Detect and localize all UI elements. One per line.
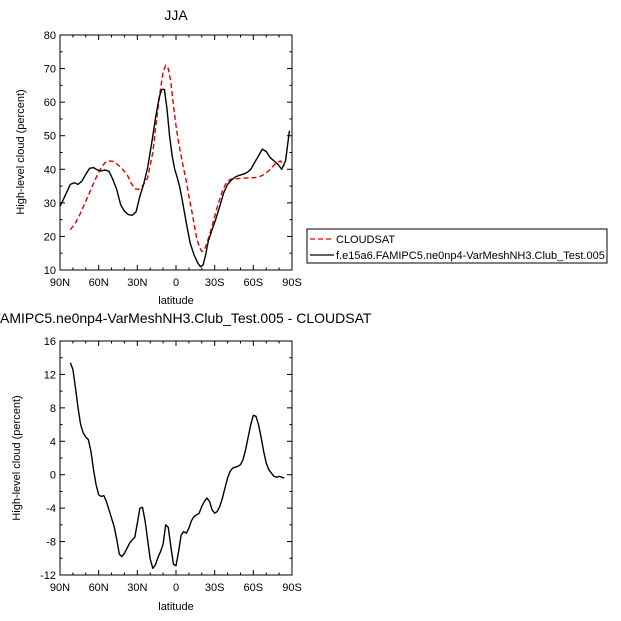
top-plot-frame bbox=[59, 34, 293, 271]
y-tick-label: -12 bbox=[40, 570, 56, 582]
x-tick-label: 90S bbox=[282, 582, 302, 594]
y-tick-label: 8 bbox=[50, 403, 56, 415]
x-tick-label: 90N bbox=[50, 582, 70, 594]
bottom-x-ticks: 90N 60N 30N 0 30S 60S 90S bbox=[50, 341, 302, 594]
x-tick-label: 0 bbox=[173, 582, 179, 594]
top-y-axis-label: High-level cloud (percent) bbox=[15, 89, 27, 214]
x-tick-label: 90S bbox=[282, 277, 302, 289]
x-tick-label: 0 bbox=[173, 277, 179, 289]
y-tick-label: 10 bbox=[44, 265, 56, 277]
y-tick-label: -4 bbox=[46, 503, 56, 515]
y-tick-label: 70 bbox=[44, 64, 56, 76]
y-tick-label: 60 bbox=[44, 97, 56, 109]
x-tick-label: 30N bbox=[127, 582, 147, 594]
series-line-1 bbox=[59, 88, 291, 268]
bottom-chart-title: 6.FAMIPC5.ne0np4-VarMeshNH3.Club_Test.00… bbox=[0, 310, 372, 326]
series-line-0 bbox=[69, 362, 285, 570]
bottom-y-axis-label: High-level cloud (percent) bbox=[11, 395, 23, 520]
legend-label-model: f.e15a6.FAMIPC5.ne0np4-VarMeshNH3.Club_T… bbox=[336, 250, 605, 262]
y-tick-label: 0 bbox=[50, 470, 56, 482]
y-tick-label: 4 bbox=[50, 436, 56, 448]
y-tick-label: 16 bbox=[44, 336, 56, 348]
x-tick-label: 90N bbox=[50, 277, 70, 289]
top-y-ticks: 10 20 30 40 50 60 70 80 bbox=[44, 30, 292, 277]
bottom-y-ticks: -12 -8 -4 0 4 8 12 16 bbox=[40, 336, 292, 582]
x-tick-label: 60S bbox=[244, 582, 264, 594]
top-chart-title: JJA bbox=[164, 7, 188, 23]
top-series-group bbox=[59, 64, 291, 268]
x-tick-label: 60N bbox=[89, 582, 109, 594]
top-x-axis-label: latitude bbox=[158, 295, 193, 307]
x-tick-label: 30S bbox=[205, 277, 225, 289]
y-tick-label: 40 bbox=[44, 164, 56, 176]
x-tick-label: 30S bbox=[205, 582, 225, 594]
legend: CLOUDSAT f.e15a6.FAMIPC5.ne0np4-VarMeshN… bbox=[306, 228, 608, 264]
x-tick-label: 30N bbox=[127, 277, 147, 289]
legend-label-cloudsat: CLOUDSAT bbox=[336, 234, 395, 246]
x-tick-label: 60N bbox=[89, 277, 109, 289]
y-tick-label: 20 bbox=[44, 231, 56, 243]
y-tick-label: 50 bbox=[44, 131, 56, 143]
series-line-0 bbox=[69, 64, 285, 253]
y-tick-label: 30 bbox=[44, 198, 56, 210]
bottom-plot-frame bbox=[59, 340, 293, 576]
bottom-x-axis-label: latitude bbox=[158, 601, 193, 613]
x-tick-label: 60S bbox=[244, 277, 264, 289]
panel-bottom-chart: 6.FAMIPC5.ne0np4-VarMeshNH3.Club_Test.00… bbox=[0, 310, 372, 613]
y-tick-label: 12 bbox=[44, 369, 56, 381]
y-tick-label: -8 bbox=[46, 537, 56, 549]
bottom-series-group bbox=[69, 362, 285, 570]
legend-box bbox=[306, 228, 608, 264]
panel-top-chart: JJA 90N 60N 30N 0 30S 60S 90S 10 20 30 40 50 60 70 80… bbox=[15, 7, 302, 307]
y-tick-label: 80 bbox=[44, 30, 56, 42]
top-x-ticks: 90N 60N 30N 0 30S 60S 90S bbox=[50, 35, 302, 289]
